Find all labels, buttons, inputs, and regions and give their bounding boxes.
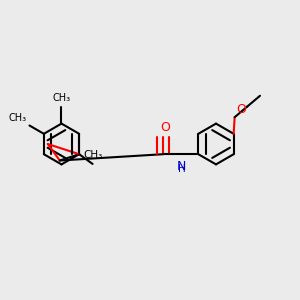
Text: N: N [177, 160, 186, 172]
Text: CH₃: CH₃ [52, 93, 70, 103]
Text: O: O [236, 103, 246, 116]
Text: CH₃: CH₃ [83, 150, 102, 160]
Text: O: O [160, 121, 170, 134]
Text: CH₃: CH₃ [8, 112, 26, 122]
Text: H: H [178, 164, 186, 174]
